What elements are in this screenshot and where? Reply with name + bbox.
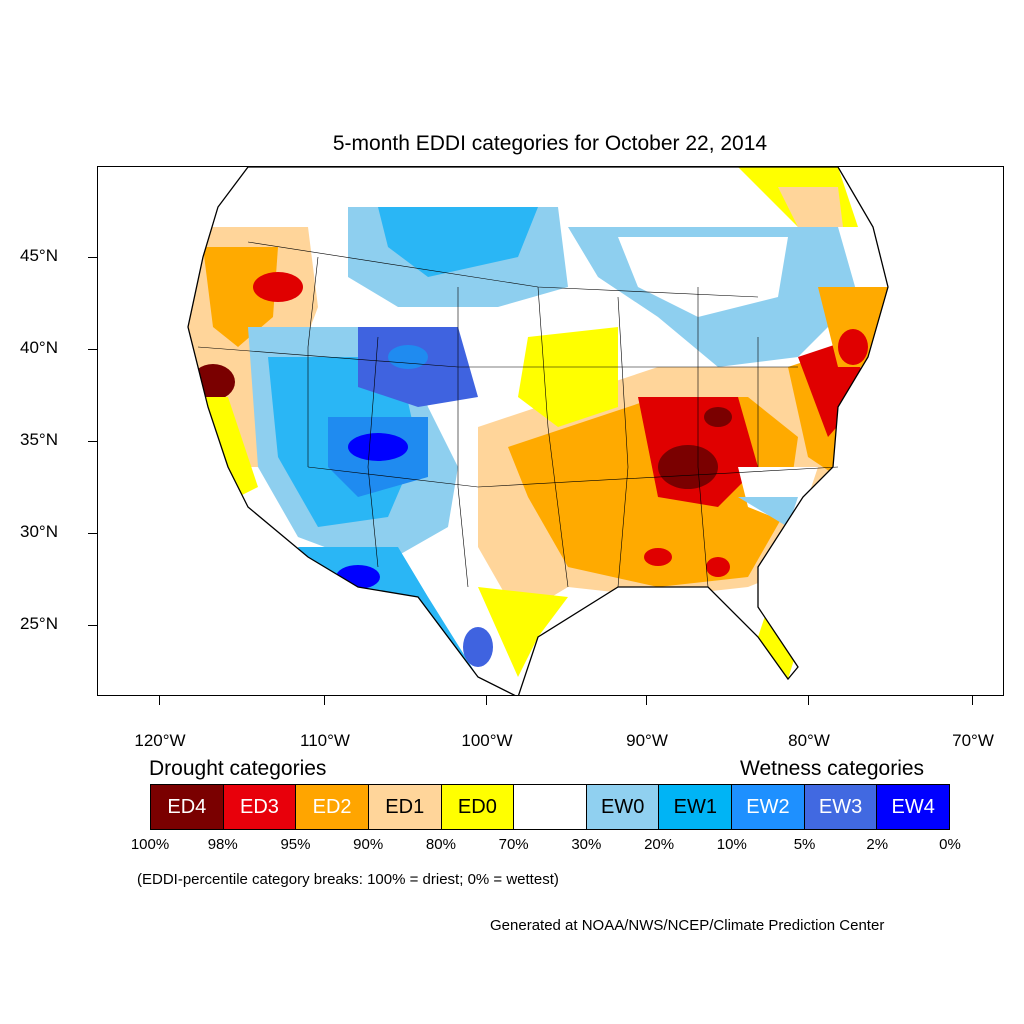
legend-break-label: 30% — [571, 836, 602, 853]
legend-box-ed1: ED1 — [368, 785, 442, 829]
legend-break-label: 2% — [866, 836, 889, 853]
lon-tick — [972, 696, 973, 705]
legend-box-ew3: EW3 — [804, 785, 878, 829]
legend-color-bar: ED4 ED3 ED2 ED1 ED0 EW0 EW1 EW2 EW3 EW4 — [150, 784, 950, 830]
map-title: 5-month EDDI categories for October 22, … — [332, 132, 768, 155]
lat-label: 30°N — [20, 522, 58, 541]
drought-heading: Drought categories — [149, 757, 327, 780]
credit-text: Generated at NOAA/NWS/NCEP/Climate Predi… — [490, 917, 885, 934]
legend-box-ew2: EW2 — [732, 785, 805, 829]
lat-tick — [88, 533, 97, 534]
lat-tick — [88, 349, 97, 350]
lat-label: 40°N — [20, 338, 58, 357]
legend-break-label: 95% — [280, 836, 311, 853]
lon-tick — [159, 696, 160, 705]
legend-break-label: 80% — [425, 836, 456, 853]
legend-break-label: 70% — [498, 836, 529, 853]
category-note: (EDDI-percentile category breaks: 100% =… — [137, 871, 559, 888]
lon-label: 110°W — [300, 731, 350, 750]
legend-box-ew1: EW1 — [659, 785, 733, 829]
lon-tick — [324, 696, 325, 705]
legend-break-label: 10% — [716, 836, 747, 853]
legend-box-ed4: ED4 — [151, 785, 224, 829]
eddi-map — [187, 167, 889, 695]
lat-label: 25°N — [20, 614, 58, 633]
legend-box-ew0: EW0 — [586, 785, 660, 829]
lon-label: 90°W — [626, 731, 668, 750]
lon-label: 100°W — [461, 731, 513, 750]
legend-break-label: 90% — [353, 836, 384, 853]
lat-tick — [88, 441, 97, 442]
legend-box-ed2: ED2 — [296, 785, 369, 829]
lon-tick — [646, 696, 647, 705]
legend-box-ed0: ED0 — [441, 785, 515, 829]
lon-label: 120°W — [134, 731, 186, 750]
legend-box-ed3: ED3 — [223, 785, 297, 829]
map-plot-area — [97, 166, 1004, 696]
legend-break-label: 100% — [130, 836, 170, 853]
lat-label: 35°N — [20, 430, 58, 449]
lon-tick — [808, 696, 809, 705]
legend-break-label: 5% — [793, 836, 816, 853]
legend-break-label: 98% — [207, 836, 238, 853]
lat-tick — [88, 625, 97, 626]
legend-break-label: 20% — [644, 836, 675, 853]
legend-box-none — [514, 785, 587, 829]
wetness-heading: Wetness categories — [740, 757, 925, 780]
lat-tick — [88, 257, 97, 258]
lat-label: 45°N — [20, 246, 58, 265]
lon-label: 70°W — [952, 731, 994, 750]
legend-break-label: 0% — [939, 836, 961, 853]
lon-tick — [486, 696, 487, 705]
legend-box-ew4: EW4 — [877, 785, 950, 829]
lon-label: 80°W — [788, 731, 830, 750]
